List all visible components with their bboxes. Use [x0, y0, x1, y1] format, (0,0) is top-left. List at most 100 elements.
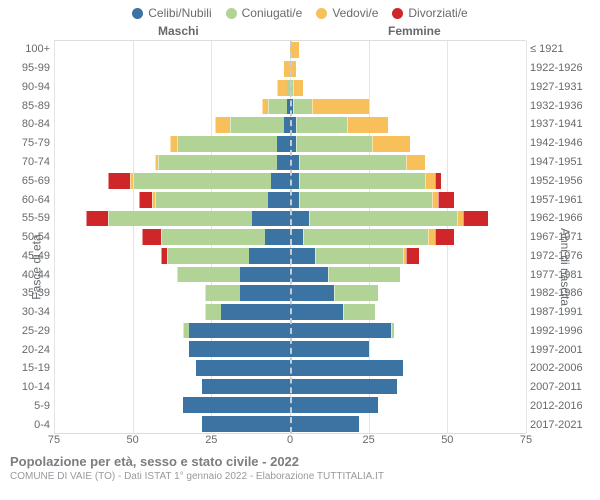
population-pyramid-chart: Celibi/NubiliConiugati/eVedovi/eDivorzia…	[0, 0, 600, 500]
segment-s	[277, 155, 290, 171]
y-axis-birth: ≤ 19211922-19261927-19311932-19361937-19…	[526, 40, 592, 434]
segment-d	[86, 211, 108, 227]
male-bar	[54, 246, 290, 265]
segment-s	[290, 379, 397, 395]
male-bar	[54, 284, 290, 303]
female-bar	[290, 41, 526, 60]
segment-c	[296, 117, 346, 133]
segment-c	[205, 304, 221, 320]
segment-s	[290, 323, 391, 339]
segment-s	[202, 416, 290, 432]
legend-swatch	[226, 8, 237, 19]
bar-stack	[170, 136, 290, 152]
female-bar	[290, 265, 526, 284]
age-label: 50-54	[8, 228, 50, 247]
center-line	[290, 41, 292, 433]
age-label: 80-84	[8, 115, 50, 134]
segment-d	[108, 173, 130, 189]
age-label: 85-89	[8, 96, 50, 115]
female-bar	[290, 340, 526, 359]
male-bar	[54, 153, 290, 172]
bar-stack	[290, 341, 369, 357]
female-bar	[290, 134, 526, 153]
bar-stack	[196, 360, 290, 376]
male-bar	[54, 321, 290, 340]
male-bar	[54, 78, 290, 97]
male-bar	[54, 228, 290, 247]
age-label: 75-79	[8, 134, 50, 153]
bar-stack	[142, 229, 290, 245]
bar-stack	[262, 99, 290, 115]
segment-s	[290, 341, 369, 357]
birth-year-label: 1922-1926	[530, 59, 592, 78]
segment-c	[158, 155, 278, 171]
segment-s	[277, 136, 290, 152]
female-bar	[290, 209, 526, 228]
birth-year-label: 1972-1976	[530, 246, 592, 265]
legend-label: Vedovi/e	[332, 6, 378, 20]
segment-c	[133, 173, 271, 189]
male-bar	[54, 116, 290, 135]
legend-swatch	[316, 8, 327, 19]
segment-s	[290, 397, 378, 413]
age-label: 70-74	[8, 153, 50, 172]
birth-year-label: 1982-1986	[530, 284, 592, 303]
segment-c	[309, 211, 457, 227]
segment-v	[406, 155, 425, 171]
age-label: 0-4	[8, 415, 50, 434]
segment-d	[435, 173, 441, 189]
age-label: 90-94	[8, 78, 50, 97]
legend-label: Coniugati/e	[242, 6, 303, 20]
x-tick: 50	[441, 434, 453, 446]
legend-swatch	[132, 8, 143, 19]
female-bar	[290, 414, 526, 433]
x-tick: 75	[48, 434, 60, 446]
female-bar	[290, 396, 526, 415]
bar-stack	[290, 379, 397, 395]
birth-year-label: 1952-1956	[530, 171, 592, 190]
segment-d	[463, 211, 488, 227]
male-bar	[54, 60, 290, 79]
male-bar	[54, 265, 290, 284]
age-label: 65-69	[8, 171, 50, 190]
birth-year-label: 1962-1966	[530, 209, 592, 228]
segment-s	[240, 285, 290, 301]
bar-stack	[290, 248, 419, 264]
bar-stack	[290, 136, 410, 152]
age-label: 100+	[8, 40, 50, 59]
legend-item: Coniugati/e	[226, 6, 303, 20]
segment-c	[293, 99, 312, 115]
female-bar	[290, 172, 526, 191]
male-bar	[54, 340, 290, 359]
segment-s	[265, 229, 290, 245]
chart-footer: Popolazione per età, sesso e stato civil…	[8, 454, 592, 482]
female-bar	[290, 228, 526, 247]
legend: Celibi/NubiliConiugati/eVedovi/eDivorzia…	[8, 6, 592, 20]
bar-stack	[214, 117, 290, 133]
segment-s	[221, 304, 290, 320]
age-label: 30-34	[8, 303, 50, 322]
segment-s	[252, 211, 290, 227]
birth-year-label: 1992-1996	[530, 321, 592, 340]
bar-stack	[139, 192, 290, 208]
segment-s	[290, 285, 334, 301]
female-bar	[290, 153, 526, 172]
male-bar	[54, 209, 290, 228]
age-label: 95-99	[8, 59, 50, 78]
bar-stack	[290, 267, 400, 283]
age-label: 25-29	[8, 321, 50, 340]
female-bar	[290, 284, 526, 303]
age-label: 20-24	[8, 340, 50, 359]
x-axis: 7550250255075	[54, 434, 526, 450]
segment-v	[293, 80, 302, 96]
segment-s	[290, 416, 359, 432]
bar-stack	[290, 416, 359, 432]
age-label: 15-19	[8, 359, 50, 378]
age-label: 5-9	[8, 397, 50, 416]
bar-stack	[277, 80, 290, 96]
bar-stack	[177, 267, 290, 283]
bar-stack	[290, 323, 394, 339]
segment-d	[139, 192, 152, 208]
bar-stack	[290, 211, 488, 227]
bars-container	[54, 40, 526, 434]
